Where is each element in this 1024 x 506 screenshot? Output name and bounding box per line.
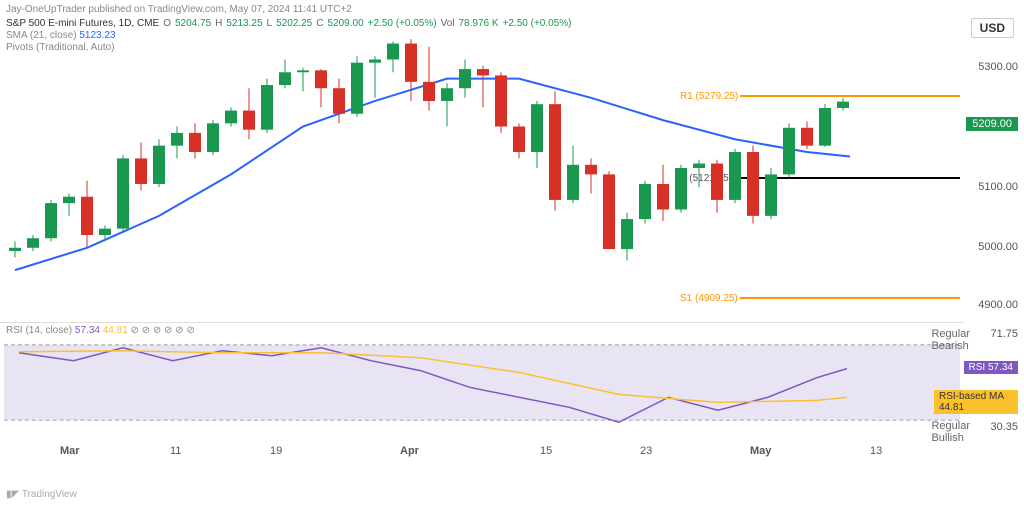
price-tick: 4900.00 <box>978 299 1018 311</box>
price-current-badge: 5209.00 <box>966 117 1018 131</box>
rsi-bullish-label: Regular Bullish <box>931 420 970 444</box>
rsi-value-badge: RSI 57.34 <box>964 361 1018 374</box>
tv-logo-icon: ▮◤ <box>6 489 19 500</box>
date-tick: 15 <box>540 445 552 457</box>
svg-text:R1 (5279.25): R1 (5279.25) <box>680 91 738 102</box>
rsi-tick: 30.35 <box>990 421 1018 433</box>
footer-brand: ▮◤ TradingView <box>6 489 77 500</box>
date-tick: May <box>750 445 771 457</box>
footer-text: TradingView <box>22 489 77 500</box>
date-tick: 23 <box>640 445 652 457</box>
date-tick: Mar <box>60 445 80 457</box>
svg-text:S1 (4909.25): S1 (4909.25) <box>680 293 738 304</box>
date-tick: Apr <box>400 445 419 457</box>
date-tick: 19 <box>270 445 282 457</box>
price-chart[interactable]: R1 (5279.25) P (5121.25) S1 (4909.25) <box>0 18 964 318</box>
price-tick: 5100.00 <box>978 181 1018 193</box>
price-tick: 5300.00 <box>978 61 1018 73</box>
rsi-bearish-label: Regular Bearish <box>931 328 970 352</box>
svg-text:P (5121.25): P (5121.25) <box>680 173 732 184</box>
price-tick: 5000.00 <box>978 241 1018 253</box>
rsi-chart[interactable] <box>0 322 964 442</box>
date-tick: 13 <box>870 445 882 457</box>
rsi-value-badge: RSI-based MA 44.81 <box>934 390 1018 414</box>
date-axis: Mar 11 19 Apr 15 23 May 13 <box>0 445 964 475</box>
date-tick: 11 <box>170 445 181 457</box>
rsi-tick: 71.75 <box>990 328 1018 340</box>
rsi-axis: 71.75 30.35 Regular Bearish Regular Bullish… <box>934 322 1024 442</box>
publisher-line: Jay-OneUpTrader published on TradingView… <box>6 4 352 15</box>
price-axis: 5300.00 5209.00 5100.00 5000.00 4900.00 <box>964 18 1024 318</box>
